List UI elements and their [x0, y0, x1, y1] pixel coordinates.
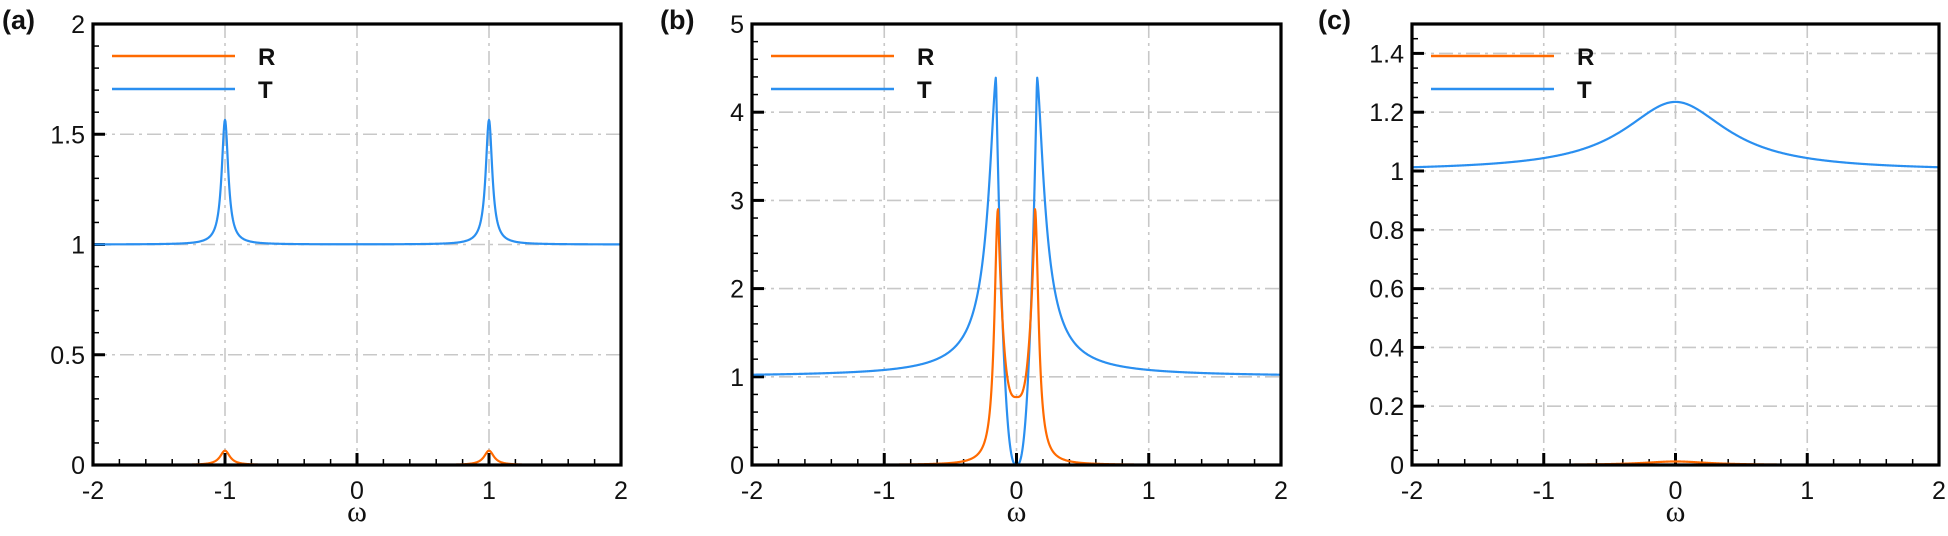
y-tick-label: 1.5 — [50, 121, 85, 149]
legend-label-R: R — [1577, 44, 1594, 71]
axis-ticks — [1410, 23, 1941, 467]
y-tick-label: 1 — [1390, 158, 1404, 186]
panel-a: -2 -1 0 1 2 0 0.5 1 1.5 2 ω (a) RT — [2, 5, 628, 528]
panel-label: (a) — [2, 5, 35, 35]
x-tick-label: -2 — [741, 477, 763, 505]
series-T-line — [92, 118, 622, 246]
x-tick-label: 0 — [1010, 477, 1024, 505]
x-tick-label: 2 — [1932, 477, 1946, 505]
x-axis-title: ω — [347, 495, 367, 528]
y-tick-label: 0.5 — [50, 342, 85, 370]
y-tick-label: 1 — [71, 232, 85, 260]
y-tick-label: 3 — [730, 187, 744, 215]
x-tick-label: -2 — [82, 477, 104, 505]
series-T-line — [1411, 100, 1940, 169]
panel-b: -2 -1 0 1 2 0 1 2 3 4 5 ω (b) RT — [660, 5, 1288, 528]
y-tick-label: 0 — [730, 452, 744, 480]
y-tick-label: 1.4 — [1369, 40, 1404, 68]
panel-c: -2 -1 0 1 2 0 0.2 0.4 0.6 0.8 1 1.2 1.4 ω (c) RT — [1318, 5, 1946, 528]
x-tick-label: -2 — [1401, 477, 1423, 505]
legend-label-T: T — [258, 77, 273, 104]
legend-label-T: T — [1577, 77, 1592, 104]
x-axis-title: ω — [1666, 495, 1686, 528]
y-tick-label: 0.6 — [1369, 276, 1404, 304]
y-tick-label: 0.2 — [1369, 393, 1404, 421]
legend: RT — [1431, 44, 1594, 104]
plot-frame — [750, 22, 1283, 467]
y-tick-label: 1.2 — [1369, 99, 1404, 127]
y-tick-label: 0 — [1390, 452, 1404, 480]
x-tick-label: 2 — [1274, 477, 1288, 505]
panel-label: (b) — [660, 5, 694, 35]
y-tick-label: 2 — [71, 11, 85, 39]
x-tick-label: 0 — [1669, 477, 1683, 505]
y-tick-label: 0 — [71, 452, 85, 480]
legend: RT — [771, 44, 934, 104]
x-tick-label: 1 — [482, 477, 496, 505]
x-tick-label: 1 — [1142, 477, 1156, 505]
x-tick-label: -1 — [873, 477, 895, 505]
y-tick-label: 2 — [730, 276, 744, 304]
plot-frame — [1410, 22, 1941, 467]
y-tick-label: 4 — [730, 99, 744, 127]
legend-label-T: T — [917, 77, 932, 104]
legend-label-R: R — [258, 44, 275, 71]
grid-lines — [752, 24, 1281, 465]
y-tick-label: 1 — [730, 364, 744, 392]
grid-lines — [1412, 24, 1939, 465]
legend: RT — [112, 44, 275, 104]
y-tick-label: 0.4 — [1369, 334, 1404, 362]
x-tick-label: 2 — [614, 477, 628, 505]
x-tick-label: 0 — [350, 477, 364, 505]
x-tick-label: -1 — [214, 477, 236, 505]
x-tick-label: 1 — [1800, 477, 1814, 505]
y-tick-label: 0.8 — [1369, 217, 1404, 245]
plot-frame — [91, 22, 623, 467]
x-tick-label: -1 — [1533, 477, 1555, 505]
x-axis-title: ω — [1007, 495, 1027, 528]
legend-label-R: R — [917, 44, 934, 71]
panel-label: (c) — [1318, 5, 1351, 35]
y-tick-label: 5 — [730, 11, 744, 39]
